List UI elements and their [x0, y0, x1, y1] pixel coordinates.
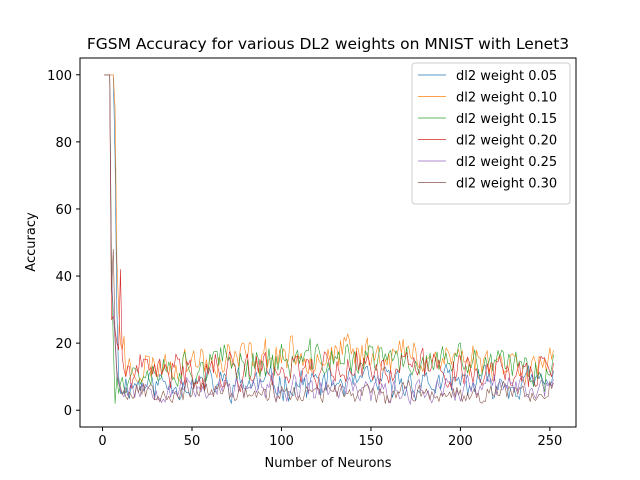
x-tick-label: 100 — [269, 434, 294, 449]
series-line-3 — [104, 74, 554, 404]
y-tick-label: 100 — [47, 69, 72, 84]
x-tick-label: 150 — [359, 434, 384, 449]
legend: dl2 weight 0.05 dl2 weight 0.10 dl2 weight… — [411, 62, 571, 205]
legend-label: dl2 weight 0.30 — [456, 177, 557, 192]
y-tick-label: 60 — [55, 203, 72, 218]
y-tick-label: 80 — [55, 136, 72, 151]
series-line-1 — [104, 74, 554, 404]
y-axis: 0 20 40 60 80 100 — [47, 69, 80, 419]
x-tick-label: 0 — [98, 434, 106, 449]
legend-label: dl2 weight 0.15 — [456, 112, 557, 127]
legend-label: dl2 weight 0.05 — [456, 69, 557, 84]
x-tick-label: 250 — [537, 434, 562, 449]
x-axis: 0 50 100 150 200 250 — [98, 427, 562, 449]
y-tick-label: 40 — [55, 270, 72, 285]
x-axis-label: Number of Neurons — [264, 456, 391, 471]
series-line-6 — [104, 74, 554, 404]
axes-frame — [79, 57, 577, 428]
legend-label: dl2 weight 0.20 — [456, 134, 557, 149]
legend-box — [411, 62, 571, 205]
plot-area — [104, 74, 554, 405]
series-line-2 — [104, 74, 554, 386]
chart-title: FGSM Accuracy for various DL2 weights on… — [87, 35, 569, 53]
y-tick-label: 20 — [55, 337, 72, 352]
legend-label: dl2 weight 0.10 — [456, 91, 557, 106]
y-axis-label: Accuracy — [24, 212, 39, 272]
y-tick-label: 0 — [64, 404, 72, 419]
series-line-5 — [104, 74, 554, 405]
legend-label: dl2 weight 0.25 — [456, 155, 557, 170]
x-tick-label: 200 — [448, 434, 473, 449]
series-line-4 — [104, 74, 554, 393]
x-tick-label: 50 — [184, 434, 201, 449]
